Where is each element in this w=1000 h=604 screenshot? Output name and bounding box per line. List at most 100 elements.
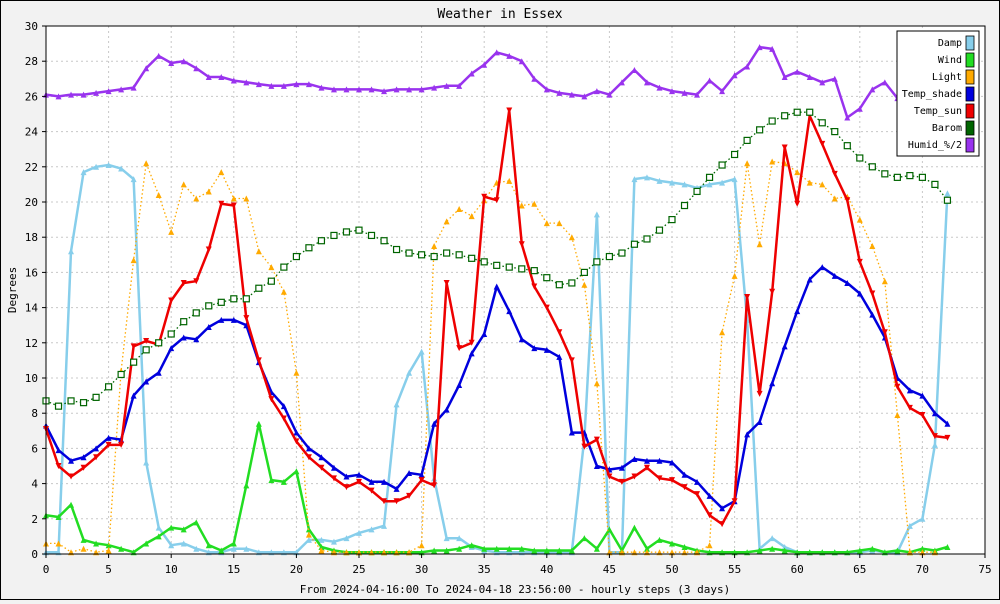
data-point-barom (793, 108, 801, 116)
data-point-temp-sun (55, 463, 62, 469)
data-point-humid-2 (744, 63, 751, 70)
data-point-barom (355, 226, 363, 234)
data-point-barom (593, 258, 601, 266)
data-point-temp-sun (781, 144, 788, 151)
data-point-light (431, 243, 438, 249)
data-point-barom (918, 173, 927, 181)
data-point-barom (806, 108, 814, 116)
data-point-temp-sun (618, 478, 625, 485)
data-point-humid-2 (193, 65, 200, 72)
data-point-light (831, 195, 838, 202)
data-point-temp-sun (280, 415, 287, 422)
data-point-temp-sun (606, 473, 613, 480)
data-point-light (856, 216, 863, 223)
y-tick-label: 26 (25, 90, 38, 103)
data-point-temp-shade (468, 350, 475, 357)
series-line-light (46, 160, 935, 553)
data-point-temp-sun (168, 297, 175, 304)
data-point-temp-sun (481, 193, 488, 200)
data-point-humid-2 (418, 86, 425, 93)
data-point-light (756, 241, 763, 248)
data-point-barom (405, 249, 413, 257)
data-point-light (155, 191, 162, 198)
data-point-barom (693, 187, 701, 196)
data-point-light (581, 281, 588, 288)
data-point-temp-sun (518, 241, 525, 248)
data-point-light (55, 540, 62, 547)
legend-swatch-barom (965, 120, 975, 136)
data-point-temp-sun (318, 464, 325, 471)
data-point-humid-2 (168, 59, 175, 66)
data-point-temp-shade (919, 392, 926, 399)
data-point-temp-sun (556, 329, 563, 336)
data-point-temp-shade (305, 445, 312, 452)
data-point-wind (593, 545, 600, 552)
data-point-temp-sun (468, 339, 475, 346)
data-point-temp-sun (180, 279, 187, 286)
data-point-humid-2 (756, 44, 763, 51)
data-point-wind (293, 468, 300, 475)
data-point-light (230, 195, 237, 202)
data-point-wind (656, 536, 663, 543)
x-tick-label: 15 (227, 563, 240, 576)
data-point-wind (80, 536, 87, 543)
data-point-temp-shade (719, 505, 726, 512)
legend-swatch-damp (965, 35, 975, 51)
data-point-temp-sun (431, 482, 438, 489)
data-point-temp-shade (656, 457, 663, 464)
data-point-humid-2 (543, 86, 550, 93)
data-point-barom (555, 281, 563, 289)
data-point-wind (143, 540, 150, 547)
data-point-temp-sun (919, 411, 926, 418)
series-barom (42, 108, 952, 410)
data-point-wind (243, 482, 250, 489)
data-point-humid-2 (706, 77, 713, 84)
data-point-temp-sun (205, 246, 212, 253)
y-tick-label: 22 (25, 161, 38, 174)
legend-label-barom: Barom (932, 123, 962, 134)
data-point-temp-sun (831, 170, 838, 177)
data-point-humid-2 (343, 86, 350, 93)
data-point-temp-sun (719, 521, 726, 528)
data-point-temp-shade (330, 464, 337, 471)
data-point-barom (768, 117, 776, 125)
plot-border (45, 25, 986, 555)
data-point-barom (843, 142, 851, 150)
y-tick-label: 10 (25, 372, 38, 385)
data-point-wind (518, 545, 525, 552)
data-point-damp (643, 174, 650, 181)
grid-lines (46, 26, 985, 554)
data-point-humid-2 (356, 86, 362, 93)
data-point-humid-2 (769, 45, 776, 52)
data-point-temp-shade (193, 336, 200, 343)
data-point-temp-sun (669, 477, 675, 484)
data-point-barom (142, 346, 150, 354)
data-point-humid-2 (694, 91, 701, 98)
series-temp-shade (43, 264, 951, 512)
data-point-wind (756, 547, 763, 554)
y-axis-label: Degrees (6, 267, 19, 313)
data-point-humid-2 (143, 65, 150, 72)
data-point-humid-2 (831, 75, 838, 82)
data-point-temp-sun (343, 484, 350, 491)
data-point-humid-2 (481, 61, 488, 68)
data-point-temp-sun (856, 258, 863, 265)
data-point-temp-shade (819, 264, 826, 271)
data-point-barom (868, 163, 876, 171)
data-point-light (869, 243, 876, 249)
y-tick-label: 2 (31, 513, 38, 526)
x-tick-label: 0 (43, 563, 50, 576)
data-point-humid-2 (669, 88, 675, 95)
data-point-damp (381, 522, 388, 529)
data-point-temp-sun (931, 433, 938, 440)
series-layer (42, 44, 952, 556)
data-point-humid-2 (130, 84, 137, 91)
series-temp-sun (43, 107, 951, 528)
data-point-damp (168, 542, 175, 549)
data-point-light (819, 181, 826, 188)
data-point-humid-2 (506, 52, 513, 59)
data-point-light (218, 169, 225, 176)
data-point-damp (393, 401, 400, 408)
data-point-temp-sun (643, 464, 650, 471)
